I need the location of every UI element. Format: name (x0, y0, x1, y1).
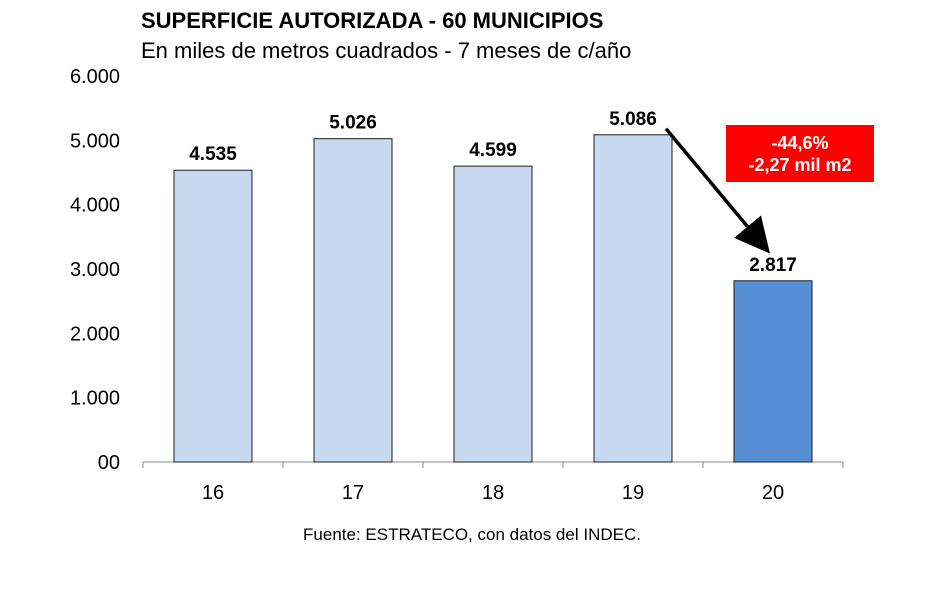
bar-16 (173, 169, 253, 463)
data-label: 5.086 (609, 109, 657, 130)
source-note: Fuente: ESTRATECO, con datos del INDEC. (303, 525, 641, 544)
bar-18 (453, 165, 533, 463)
callout-percent: -44,6% (771, 132, 829, 153)
chart-subtitle: En miles de metros cuadrados - 7 meses d… (141, 38, 632, 63)
y-tick-label: 3.000 (70, 259, 120, 281)
x-tick-label: 18 (482, 482, 504, 504)
y-tick-label: 6.000 (70, 66, 120, 88)
x-tick-label: 19 (622, 482, 644, 504)
y-tick-label: 5.000 (70, 130, 120, 152)
data-label: 2.817 (749, 255, 797, 276)
y-tick-label: 1.000 (70, 388, 120, 410)
bar-20 (733, 280, 813, 463)
y-tick-label: 00 (98, 452, 120, 474)
chart-title: SUPERFICIE AUTORIZADA - 60 MUNICIPIOS (141, 8, 604, 33)
bar-19 (593, 134, 673, 463)
callout-amount: -2,27 mil m2 (748, 154, 852, 175)
y-tick-label: 2.000 (70, 323, 120, 345)
x-tick-label: 16 (202, 482, 224, 504)
x-tick-label: 17 (342, 482, 364, 504)
y-tick-label: 4.000 (70, 195, 120, 217)
change-callout: -44,6% -2,27 mil m2 (726, 125, 874, 182)
data-label: 4.535 (189, 144, 237, 165)
data-label: 5.026 (329, 113, 377, 134)
bar-17 (313, 138, 393, 463)
data-label: 4.599 (469, 140, 517, 161)
x-tick-label: 20 (762, 482, 784, 504)
decline-arrow (664, 127, 770, 254)
